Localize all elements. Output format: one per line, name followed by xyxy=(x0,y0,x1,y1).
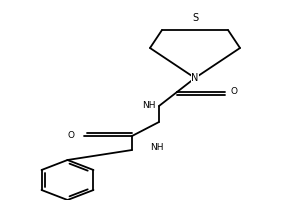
Text: N: N xyxy=(191,73,199,83)
Text: O: O xyxy=(230,88,238,97)
Text: NH: NH xyxy=(142,102,156,110)
Text: NH: NH xyxy=(150,144,164,152)
Text: O: O xyxy=(68,132,75,140)
Text: S: S xyxy=(192,13,198,23)
